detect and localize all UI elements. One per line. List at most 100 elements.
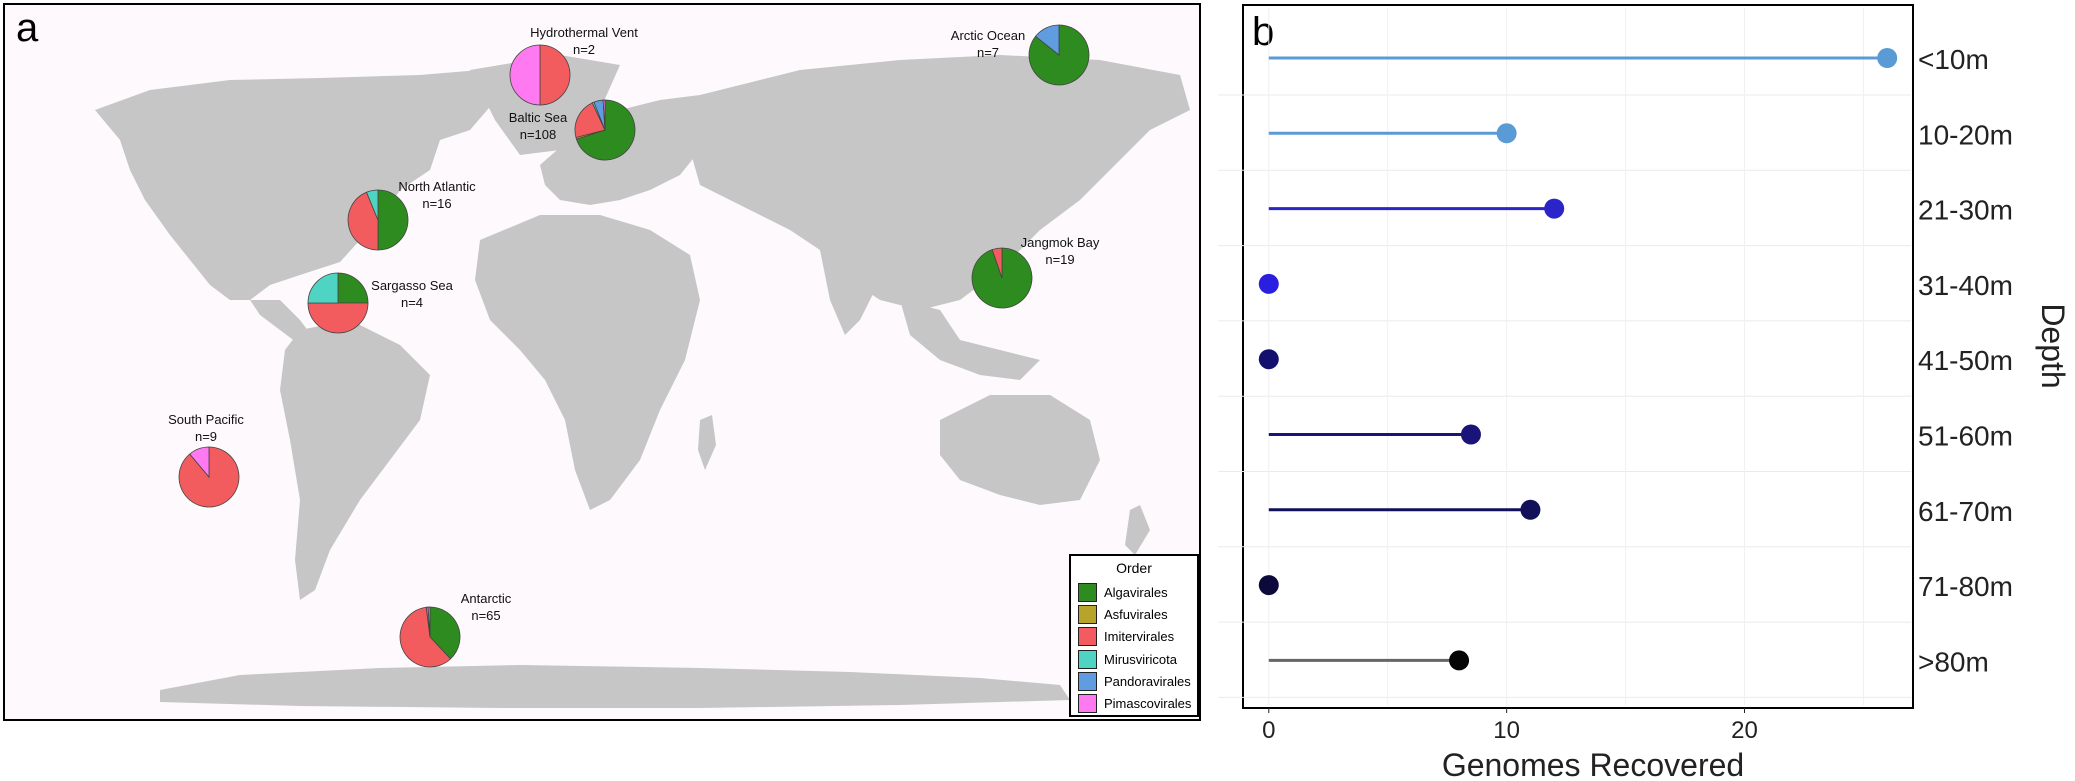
x-tick-label: 20 [1731, 717, 1758, 744]
legend: Order Algavirales Asfuvirales Imitervira… [1069, 554, 1199, 717]
lollipop-point [1258, 349, 1279, 370]
lollipop-point [1258, 273, 1279, 294]
pie-slice [307, 272, 339, 304]
lollipop-x-tick-labels: 0 10 20 [1262, 708, 1758, 744]
y-tick-label: 41-50m [1918, 345, 2013, 376]
panel-b-label: b [1252, 10, 1274, 54]
x-tick-label: 10 [1493, 717, 1520, 744]
pie-slice [429, 606, 461, 660]
pie-site: Baltic Sea n=108 [509, 99, 636, 161]
y-tick-label: >80m [1918, 646, 1989, 677]
pie-site-label: Sargasso Sea [371, 278, 453, 293]
panel-a-label: a [16, 6, 39, 50]
land-south-america [280, 320, 430, 600]
legend-label: Pimascovirales [1104, 695, 1192, 711]
pie-site: North Atlantic n=16 [347, 179, 476, 251]
legend-swatch [1078, 693, 1097, 713]
legend-swatch [1078, 649, 1097, 669]
legend-label: Pandoravirales [1104, 673, 1191, 689]
pie-site-label: Jangmok Bay [1021, 235, 1100, 250]
pie-site: Jangmok Bay n=19 [971, 235, 1100, 309]
land-antarctica [160, 665, 1070, 708]
y-tick-label: 71-80m [1918, 571, 2013, 602]
pie-site-count: n=4 [401, 295, 423, 310]
pie-slice [307, 302, 369, 334]
y-tick-label: 10-20m [1918, 119, 2013, 150]
pie-slice [509, 44, 541, 106]
legend-title: Order [1116, 560, 1152, 576]
pie-slice [365, 189, 379, 221]
pie-slice [347, 191, 379, 251]
lollipop-grid [1218, 8, 1911, 705]
pie-site: Arctic Ocean n=7 [951, 24, 1090, 86]
land-southeast-asia [900, 300, 1040, 380]
land-madagascar [698, 415, 716, 470]
legend-label: Mirusviricota [1104, 651, 1177, 667]
legend-label: Algavirales [1104, 584, 1168, 600]
pie-site-label: Antarctic [461, 591, 512, 606]
x-tick-label: 0 [1262, 717, 1275, 744]
pie-site: Sargasso Sea n=4 [307, 272, 454, 334]
pie-site-count: n=108 [520, 127, 557, 142]
lollipop-point [1449, 650, 1470, 671]
pie-site-label: North Atlantic [398, 179, 476, 194]
lollipop-point [1520, 499, 1541, 520]
y-axis-label: Depth [2035, 303, 2071, 388]
pie-site: South Pacific n=9 [168, 412, 244, 508]
pie-slice [377, 189, 409, 251]
land-africa [475, 215, 700, 510]
pie-slice [337, 272, 369, 304]
pie-site-count: n=65 [471, 608, 500, 623]
lollipop-point [1460, 424, 1481, 445]
legend-swatch [1078, 626, 1097, 646]
y-tick-label: 61-70m [1918, 496, 2013, 527]
lollipop-point [1877, 48, 1898, 68]
land-asia [690, 55, 1190, 310]
legend-item-pimascovirales: Pimascovirales [1078, 693, 1191, 713]
land-north-america [95, 70, 500, 300]
pie-slice [602, 99, 606, 131]
legend-swatch [1078, 582, 1097, 602]
land-europe [540, 95, 720, 205]
pie-slice [575, 99, 636, 161]
pie-slice [574, 102, 606, 138]
pie-layer: Hydrothermal Vent n=2 Arctic Ocean n=7 Balti… [168, 24, 1100, 668]
y-tick-label: 51-60m [1918, 421, 2013, 452]
pie-slice [427, 606, 431, 638]
legend-swatch [1078, 604, 1097, 624]
pie-site-count: n=16 [422, 196, 451, 211]
pie-slice [539, 44, 571, 106]
legend-item-algavirales: Algavirales [1078, 582, 1168, 602]
lollipop-point [1258, 575, 1279, 596]
lollipop-point [1544, 198, 1565, 219]
lollipop-marks [1258, 48, 1898, 671]
land-australia [940, 395, 1100, 505]
legend-swatch [1078, 671, 1097, 691]
pie-site: Antarctic n=65 [399, 591, 512, 668]
pie-site-count: n=9 [195, 429, 217, 444]
lollipop-point [1496, 123, 1517, 144]
pie-slice [1034, 24, 1060, 56]
pie-site-label: Arctic Ocean [951, 28, 1025, 43]
lollipop-y-tick-labels: <10m 10-20m 21-30m 31-40m 41-50m 51-60m 61-70m… [1918, 44, 2013, 677]
panel-b-frame [1242, 4, 1914, 709]
y-tick-label: <10m [1918, 44, 1989, 75]
pie-site-count: n=19 [1045, 252, 1074, 267]
y-tick-label: 31-40m [1918, 270, 2013, 301]
pie-slice [399, 606, 452, 668]
world-map [95, 55, 1190, 708]
pie-site-count: n=7 [977, 45, 999, 60]
land-india [820, 250, 880, 335]
legend-item-imitervirales: Imitervirales [1078, 626, 1174, 646]
pie-site-label: Baltic Sea [509, 110, 568, 125]
pie-site-count: n=2 [573, 42, 595, 57]
legend-item-mirusviricota: Mirusviricota [1078, 649, 1177, 669]
legend-label: Asfuvirales [1104, 606, 1168, 622]
pie-site-label: South Pacific [168, 412, 244, 427]
pie-site: Hydrothermal Vent n=2 [509, 25, 638, 106]
y-tick-label: 21-30m [1918, 195, 2013, 226]
x-axis-label: Genomes Recovered [1442, 747, 1744, 781]
legend-item-asfuvirales: Asfuvirales [1078, 604, 1168, 624]
land-new-zealand [1125, 505, 1150, 555]
